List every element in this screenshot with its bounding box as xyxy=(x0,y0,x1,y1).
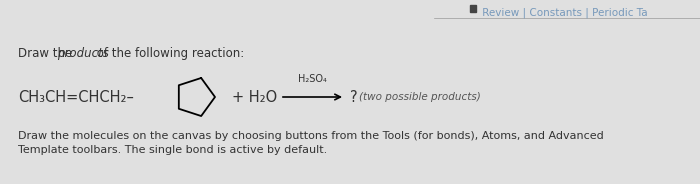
Text: Draw the: Draw the xyxy=(18,47,76,60)
Text: Draw the molecules on the canvas by choosing buttons from the Tools (for bonds),: Draw the molecules on the canvas by choo… xyxy=(18,131,603,141)
Text: CH₃CH=CHCH₂–: CH₃CH=CHCH₂– xyxy=(18,89,134,105)
Text: Review | Constants | Periodic Ta: Review | Constants | Periodic Ta xyxy=(479,8,648,19)
Text: H₂SO₄: H₂SO₄ xyxy=(298,74,327,84)
Text: products: products xyxy=(57,47,109,60)
Text: Template toolbars. The single bond is active by default.: Template toolbars. The single bond is ac… xyxy=(18,145,328,155)
Text: (two possible products): (two possible products) xyxy=(359,92,481,102)
Text: of the following reaction:: of the following reaction: xyxy=(93,47,244,60)
Bar xyxy=(470,5,476,12)
Text: + H₂O: + H₂O xyxy=(232,89,277,105)
Text: ?: ? xyxy=(350,89,358,105)
